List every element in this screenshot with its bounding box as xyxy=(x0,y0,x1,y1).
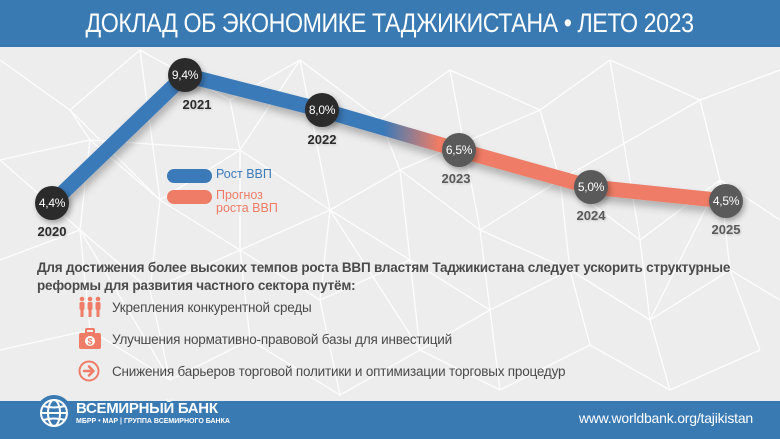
legend-label-actual: Рост ВВП xyxy=(216,167,272,181)
list-item-text: Улучшения нормативно-правовой базы для и… xyxy=(112,331,452,347)
globe-icon xyxy=(36,395,72,431)
legend-label-forecast-line1: Прогноз xyxy=(216,188,263,202)
year-label-2021: 2021 xyxy=(182,97,212,112)
reform-list: Укрепления конкурентной среды $ Улучшени… xyxy=(78,296,566,392)
year-label-2020: 2020 xyxy=(37,224,67,239)
legend-item-actual: Рост ВВП xyxy=(167,168,278,183)
svg-text:$: $ xyxy=(87,337,92,347)
transition-line xyxy=(314,102,467,158)
data-point-2021: 9,4% xyxy=(168,58,202,92)
value-label: 4,5% xyxy=(712,194,740,208)
people-icon xyxy=(78,296,104,318)
data-point-2023: 6,5% xyxy=(442,133,476,167)
chart-legend: Рост ВВП Прогноз роста ВВП xyxy=(167,168,278,221)
list-item-text: Укрепления конкурентной среды xyxy=(112,299,312,315)
world-bank-logo[interactable]: ВСЕМИРНЫЙ БАНК МБРР • МАР | ГРУППА ВСЕМИ… xyxy=(36,395,230,431)
value-label: 8,0% xyxy=(308,103,336,117)
list-item: Снижения барьеров торговой политики и оп… xyxy=(78,360,566,382)
logo-subtitle: МБРР • МАР | ГРУППА ВСЕМИРНОГО БАНКА xyxy=(76,417,230,425)
year-label-2023: 2023 xyxy=(441,171,471,186)
briefcase-dollar-icon: $ xyxy=(78,328,104,350)
year-label-2025: 2025 xyxy=(711,222,741,237)
logo-title: ВСЕМИРНЫЙ БАНК xyxy=(76,399,218,417)
data-point-2024: 5,0% xyxy=(574,170,608,204)
page-title: ДОКЛАД ОБ ЭКОНОМИКЕ ТАДЖИКИСТАНА • ЛЕТО … xyxy=(85,8,695,38)
arrow-circle-icon xyxy=(78,360,104,382)
footer-banner: ВСЕМИРНЫЙ БАНК МБРР • МАР | ГРУППА ВСЕМИ… xyxy=(0,395,780,439)
legend-swatch-salmon xyxy=(167,190,212,204)
header-banner: ДОКЛАД ОБ ЭКОНОМИКЕ ТАДЖИКИСТАНА • ЛЕТО … xyxy=(0,0,780,47)
description-intro: Для достижения более высоких темпов рост… xyxy=(37,260,731,293)
legend-item-forecast: Прогноз роста ВВП xyxy=(167,189,278,215)
year-label-2024: 2024 xyxy=(576,208,606,223)
list-item: Укрепления конкурентной среды xyxy=(78,296,565,318)
legend-label-forecast: Прогноз роста ВВП xyxy=(216,189,278,215)
data-point-2022: 8,0% xyxy=(305,93,339,127)
value-label: 9,4% xyxy=(171,68,199,82)
year-label-2022: 2022 xyxy=(307,132,337,147)
data-point-2025: 4,5% xyxy=(709,184,743,218)
value-label: 5,0% xyxy=(577,180,605,194)
legend-label-forecast-line2: роста ВВП xyxy=(216,201,278,215)
value-label: 4,4% xyxy=(38,196,66,210)
gdp-growth-chart: 4,4% 2020 9,4% 2021 8,0% 2022 6,5% 2023 … xyxy=(0,47,780,257)
data-point-2020: 4,4% xyxy=(35,186,69,220)
list-item: $ Улучшения нормативно-правовой базы для… xyxy=(78,328,565,350)
legend-swatch-blue xyxy=(167,169,212,183)
value-label: 6,5% xyxy=(445,143,473,157)
chart-lines xyxy=(44,67,734,211)
list-item-text: Снижения барьеров торговой политики и оп… xyxy=(112,363,566,379)
website-link[interactable]: www.worldbank.org/tajikistan xyxy=(578,410,753,426)
